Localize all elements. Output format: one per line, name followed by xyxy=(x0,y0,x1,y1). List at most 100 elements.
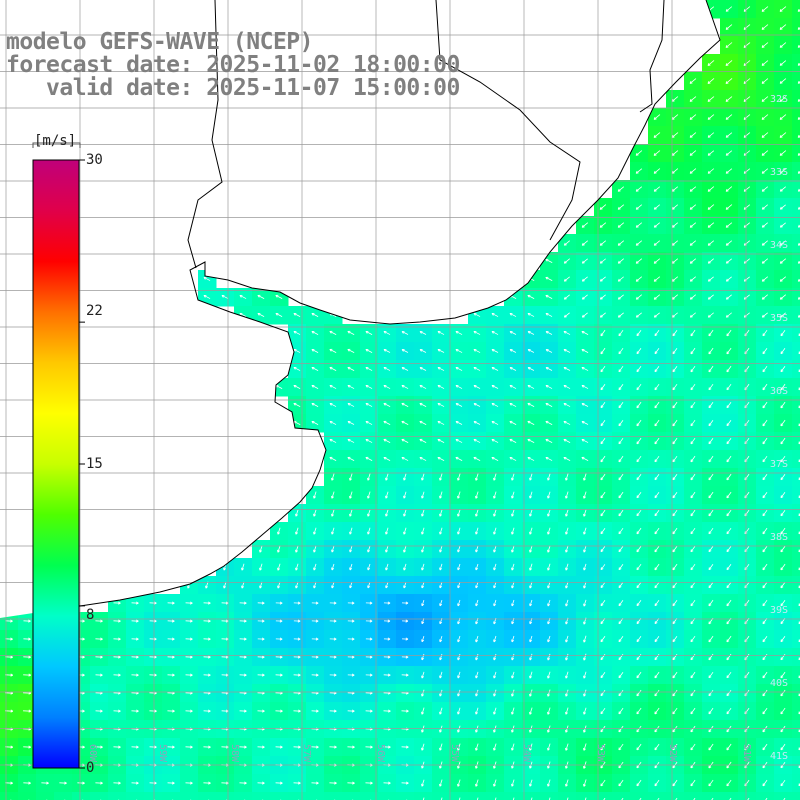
wind-arrow xyxy=(725,60,733,66)
wind-arrow xyxy=(689,150,697,156)
wind-arrow xyxy=(654,383,660,391)
wind-arrow xyxy=(654,401,660,409)
field-cell xyxy=(792,198,800,217)
field-cell xyxy=(126,792,145,800)
wind-arrow xyxy=(761,294,769,300)
wind-arrow xyxy=(473,403,481,407)
field-cell xyxy=(450,792,469,800)
wind-arrow xyxy=(636,455,642,463)
wind-arrow xyxy=(581,402,589,407)
wind-arrow xyxy=(725,276,732,282)
wind-arrow xyxy=(654,348,660,355)
wind-arrow xyxy=(618,473,624,481)
wind-arrow xyxy=(419,402,427,407)
wind-arrow xyxy=(707,186,715,192)
wind-arrow xyxy=(563,366,571,371)
wind-arrow xyxy=(419,349,427,353)
wind-arrow xyxy=(708,455,714,463)
wind-arrow xyxy=(527,349,535,353)
wind-arrow xyxy=(672,437,678,445)
lon-label-51w: 51W xyxy=(741,744,752,763)
field-cell xyxy=(162,792,181,800)
wind-arrow xyxy=(401,402,409,407)
wind-arrow xyxy=(761,96,769,102)
wind-arrow xyxy=(491,438,499,443)
wind-arrow xyxy=(779,6,787,12)
wind-arrow xyxy=(707,96,715,102)
wind-arrow xyxy=(761,186,769,192)
field-cell xyxy=(756,792,775,800)
wind-arrow xyxy=(581,222,589,228)
wind-arrow xyxy=(779,222,786,228)
wind-arrow xyxy=(473,420,481,425)
wind-arrow xyxy=(761,222,768,228)
wind-arrow xyxy=(403,473,407,481)
wind-arrow xyxy=(509,367,517,371)
wind-arrow xyxy=(365,366,373,371)
wind-arrow xyxy=(545,312,553,317)
wind-arrow xyxy=(689,294,696,300)
wind-arrow xyxy=(437,402,445,407)
wind-arrow xyxy=(599,312,606,318)
wind-arrow xyxy=(780,419,786,427)
wind-arrow xyxy=(761,312,768,318)
colorbar-gradient xyxy=(32,159,80,769)
wind-arrow xyxy=(726,437,732,445)
field-cell xyxy=(666,792,685,800)
colorbar-tick-22: 22 xyxy=(86,303,103,319)
wind-arrow xyxy=(437,330,445,335)
field-cell xyxy=(792,792,800,800)
wind-arrow xyxy=(707,294,714,300)
wind-arrow xyxy=(653,294,661,300)
wind-arrow xyxy=(473,438,481,443)
field-cell xyxy=(198,792,217,800)
wind-arrow xyxy=(707,276,714,282)
field-cell xyxy=(792,630,800,649)
lat-label-40s: 40S xyxy=(770,678,789,689)
wind-arrow xyxy=(275,294,283,299)
wind-arrow xyxy=(653,168,661,174)
wind-arrow xyxy=(779,186,787,192)
wind-arrow xyxy=(547,473,551,481)
wind-arrow xyxy=(491,402,499,407)
field-cell xyxy=(792,468,800,487)
wind-arrow xyxy=(581,384,589,389)
wind-arrow xyxy=(203,294,211,299)
wind-arrow xyxy=(689,240,697,246)
wind-arrow xyxy=(527,438,535,443)
wind-arrow xyxy=(293,366,301,371)
field-cell xyxy=(522,792,541,800)
colorbar-tick-15: 15 xyxy=(86,456,103,472)
wind-arrow xyxy=(780,383,786,391)
field-cell xyxy=(738,792,757,800)
field-cell xyxy=(792,450,800,469)
wind-arrow xyxy=(600,437,606,445)
wind-arrow xyxy=(636,437,642,445)
wind-arrow xyxy=(707,168,715,174)
wind-arrow xyxy=(491,312,499,317)
field-cell xyxy=(792,252,800,271)
wind-arrow xyxy=(600,347,606,355)
wind-arrow xyxy=(419,438,427,443)
wind-arrow xyxy=(797,260,800,264)
wind-arrow xyxy=(527,312,535,317)
field-cell xyxy=(36,792,55,800)
wind-arrow xyxy=(581,438,589,443)
wind-arrow xyxy=(599,258,606,264)
wind-arrow xyxy=(797,44,800,48)
wind-arrow xyxy=(617,204,625,210)
wind-arrow xyxy=(437,420,445,425)
wind-arrow xyxy=(636,401,642,409)
wind-arrow xyxy=(491,366,499,371)
lat-label-33s: 33S xyxy=(770,167,789,178)
wind-arrow xyxy=(329,402,337,407)
wind-arrow xyxy=(617,258,625,264)
wind-arrow xyxy=(797,8,800,12)
wind-arrow xyxy=(563,402,571,407)
field-cell xyxy=(792,18,800,37)
wind-arrow xyxy=(779,240,786,246)
wind-arrow xyxy=(653,312,660,318)
wind-arrow xyxy=(707,78,715,84)
wind-arrow xyxy=(455,330,463,335)
